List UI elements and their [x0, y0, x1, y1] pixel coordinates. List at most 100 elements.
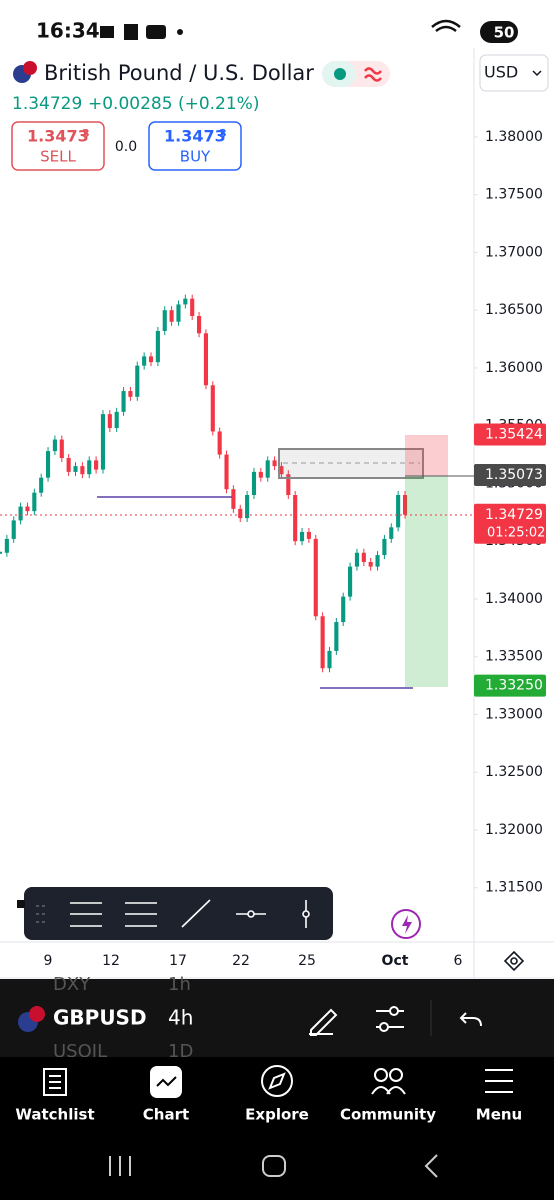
symbol[interactable]: GBPUSD — [53, 1006, 147, 1030]
candle — [183, 298, 188, 305]
target-zone[interactable] — [405, 476, 448, 687]
tool-trend-line[interactable] — [181, 899, 211, 928]
candle — [210, 385, 215, 432]
community-icon — [374, 1068, 388, 1082]
interval[interactable]: 4h — [168, 1006, 193, 1030]
ghost-interval: 1D — [168, 1041, 193, 1062]
stop-zone[interactable] — [405, 435, 448, 476]
countdown: 01:25:02 — [487, 525, 545, 540]
nav-label[interactable]: Explore — [245, 1106, 309, 1124]
candle — [334, 622, 339, 651]
sell-button[interactable] — [11, 121, 105, 171]
x-tick-label: 9 — [44, 953, 53, 969]
nav-label[interactable]: Community — [340, 1106, 436, 1124]
ghost-symbol: USOIL — [53, 1041, 107, 1062]
bottom-nav — [0, 1057, 554, 1200]
y-tick-label: 1.33000 — [485, 706, 543, 722]
candle — [299, 531, 305, 542]
ghost-interval: 1h — [168, 974, 191, 995]
nav-label[interactable]: Menu — [476, 1106, 522, 1124]
price-label-text: 1.35073 — [485, 467, 543, 483]
battery-level: 50 — [494, 24, 515, 42]
candle — [66, 458, 71, 472]
candle — [11, 520, 16, 539]
candle — [155, 330, 160, 363]
candle — [231, 489, 236, 509]
y-tick-label: 1.32500 — [485, 764, 543, 780]
buy-pip: 3 — [219, 127, 227, 140]
menu-icon — [485, 1069, 513, 1093]
candle — [368, 561, 373, 567]
candle — [32, 492, 37, 512]
candle — [45, 451, 51, 478]
x-tick-label: 25 — [298, 953, 316, 969]
y-tick-label: 1.34000 — [485, 591, 543, 607]
candle — [258, 471, 263, 478]
candle — [396, 495, 401, 528]
price-label — [474, 464, 546, 487]
candle — [265, 460, 270, 478]
price-change: +0.00285 (+0.21%) — [88, 94, 259, 114]
candle — [279, 466, 284, 475]
tool-fib-ext[interactable] — [125, 902, 157, 927]
back-button[interactable] — [424, 1154, 438, 1178]
nav-label[interactable]: Watchlist — [15, 1106, 94, 1124]
candle — [52, 439, 57, 452]
settings-icon-center — [510, 957, 518, 965]
candle — [320, 616, 325, 669]
flag-icon — [23, 61, 37, 75]
candle — [114, 411, 119, 429]
explore-icon — [261, 1065, 293, 1097]
home-button[interactable] — [262, 1155, 286, 1177]
tool-handle — [247, 910, 255, 918]
indicator-knob — [389, 1006, 399, 1016]
candle — [197, 315, 202, 334]
buy-price: 1.3473 — [164, 127, 226, 146]
chevron — [532, 70, 542, 77]
price-label — [474, 503, 546, 544]
tool-handle — [302, 910, 310, 918]
tool-fib[interactable] — [70, 902, 102, 927]
candle — [128, 391, 133, 397]
undo-icon[interactable] — [459, 1012, 482, 1027]
buy-label: BUY — [180, 148, 211, 166]
community-icon — [371, 1086, 406, 1095]
price-label — [474, 423, 546, 446]
currency-selector[interactable] — [479, 54, 549, 92]
candle — [190, 298, 195, 316]
y-tick-label: 1.37000 — [485, 244, 543, 260]
candle — [361, 552, 366, 562]
candle — [121, 391, 126, 412]
candle — [306, 531, 311, 539]
candle — [382, 538, 387, 556]
candle — [245, 495, 250, 519]
candle — [107, 414, 112, 429]
y-tick-label: 1.36500 — [485, 302, 543, 318]
candle — [94, 460, 99, 470]
battery — [480, 21, 518, 43]
buy-button[interactable] — [148, 121, 242, 171]
x-tick-label: 17 — [169, 953, 187, 969]
candle — [135, 365, 140, 397]
candle — [176, 304, 181, 322]
candle — [402, 495, 408, 515]
candle — [100, 414, 106, 470]
candle — [25, 506, 30, 512]
drag-handle[interactable] — [36, 905, 45, 923]
clock: 16:34 — [36, 19, 100, 43]
recents-button[interactable] — [109, 1156, 131, 1176]
nav-label[interactable]: Chart — [143, 1106, 189, 1124]
settings-icon[interactable] — [503, 950, 525, 972]
candle — [169, 310, 174, 322]
currency: USD — [484, 63, 518, 82]
candle — [80, 466, 85, 475]
candle — [59, 439, 64, 459]
price-label-text: 1.35424 — [485, 426, 543, 442]
x-tick-label: 6 — [454, 953, 463, 969]
plot-area — [0, 294, 408, 673]
indicator-knob — [379, 1022, 389, 1032]
draw-icon[interactable] — [309, 1008, 338, 1036]
candle — [217, 431, 222, 455]
candle — [0, 551, 3, 554]
